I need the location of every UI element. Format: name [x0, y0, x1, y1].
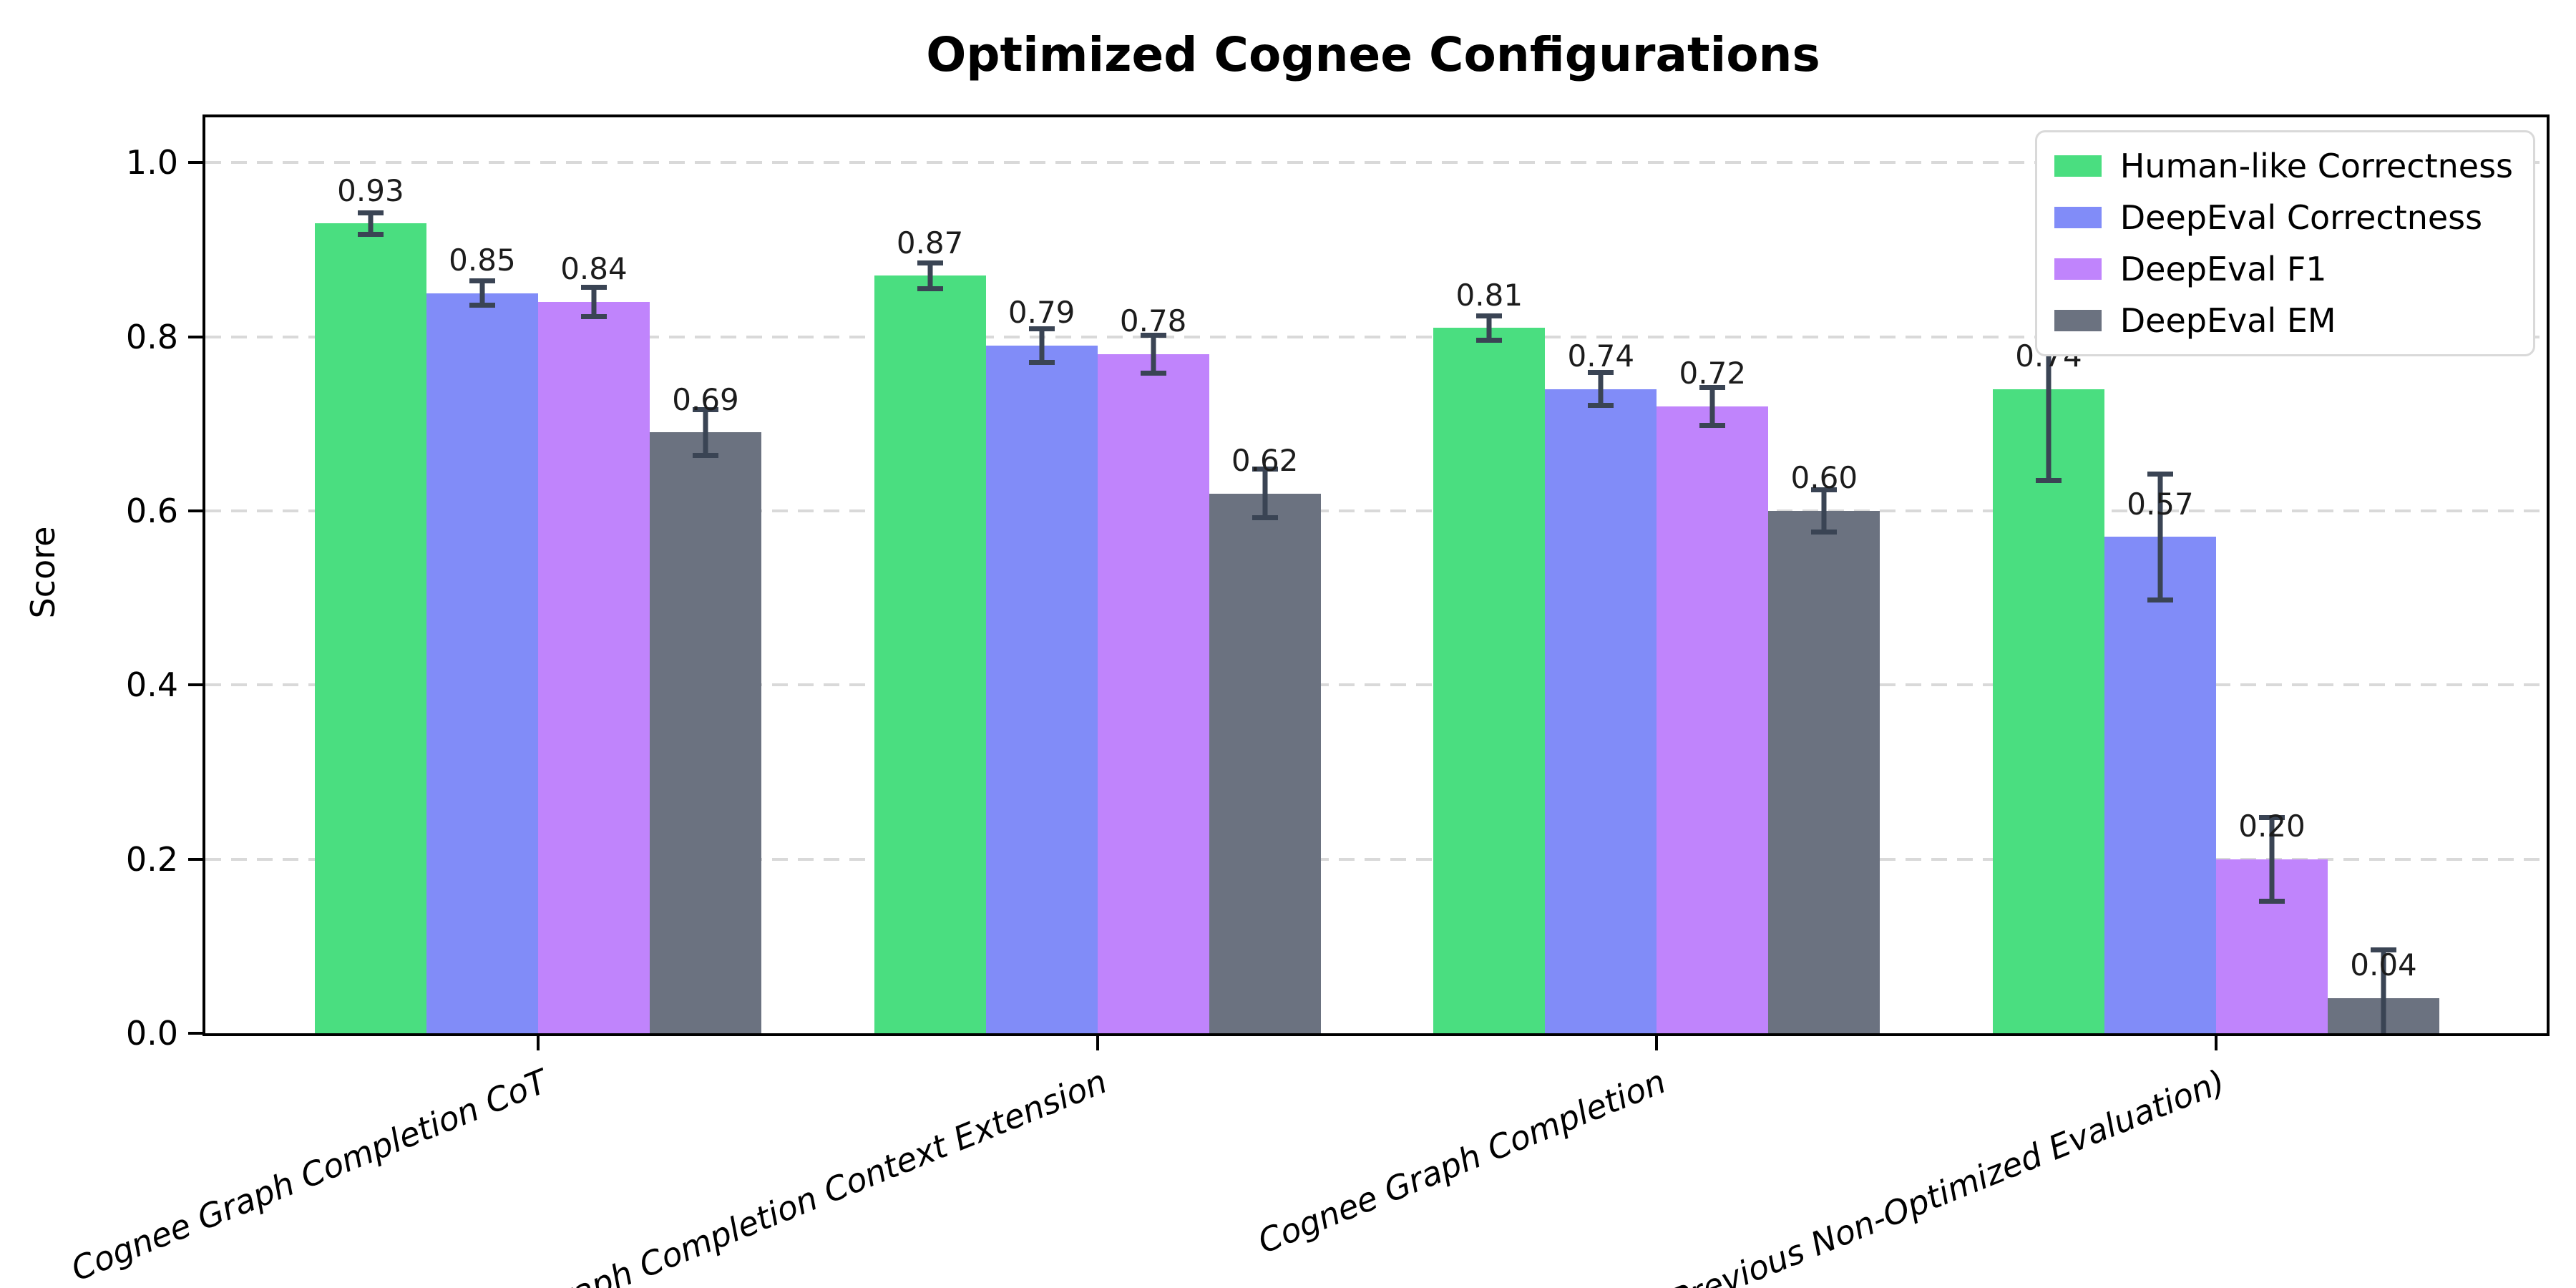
bar-value-label: 0.60 [1790, 460, 1858, 496]
bar-deepeval-f1 [537, 301, 650, 1033]
bar-deepeval-f1 [1657, 406, 1769, 1033]
error-bar [1811, 487, 1838, 535]
bar-value-label: 0.84 [560, 251, 628, 287]
bar-value-label: 0.74 [1567, 338, 1635, 374]
error-bar [2258, 814, 2285, 904]
error-bar [2147, 472, 2173, 602]
bar-value-label: 0.69 [672, 381, 739, 417]
bar-value-label: 0.87 [896, 225, 964, 260]
legend-item: DeepEval Correctness [2054, 198, 2513, 237]
gridline [205, 335, 2547, 338]
x-tick-mark [2214, 1036, 2218, 1050]
legend-swatch-icon [2054, 155, 2102, 177]
bar-value-label: 0.57 [2127, 486, 2194, 522]
y-tick-label: 0.6 [125, 491, 178, 530]
legend-swatch-icon [2054, 310, 2102, 331]
error-bar [357, 210, 384, 237]
x-tick-label: Cognee Graph Completion [1252, 1062, 1672, 1262]
x-tick-mark [1096, 1036, 1099, 1050]
bar-deepeval-correctness [1545, 389, 1657, 1033]
bar-deepeval-f1 [1097, 353, 1209, 1033]
gridline [205, 857, 2547, 861]
y-tick-label: 0.8 [125, 317, 178, 356]
bar-value-label: 0.79 [1008, 294, 1075, 330]
y-tick-label: 0.4 [125, 665, 178, 705]
error-bar [1588, 369, 1614, 409]
error-bar [1699, 384, 1726, 429]
plot-area: Human-like Correctness DeepEval Correctne… [66, 114, 2550, 1288]
legend-swatch-icon [2054, 258, 2102, 280]
bar-value-label: 0.04 [2350, 947, 2417, 983]
bar-value-label: 0.85 [449, 242, 516, 278]
chart-title: Optimized Cognee Configurations [926, 27, 1820, 82]
y-tick-mark [188, 509, 203, 512]
bar-human-like-correctness [1433, 328, 1546, 1033]
bar-deepeval-correctness [426, 293, 538, 1033]
bar-deepeval-correctness [985, 345, 1098, 1033]
bar-value-label: 0.78 [1119, 303, 1187, 339]
legend: Human-like Correctness DeepEval Correctne… [2034, 130, 2535, 356]
y-tick-mark [188, 1032, 203, 1035]
gridline [205, 683, 2547, 687]
y-tick-label: 0.0 [125, 1014, 178, 1053]
error-bar [692, 407, 718, 458]
legend-label: DeepEval F1 [2119, 250, 2327, 288]
bar-value-label: 0.62 [1231, 442, 1299, 478]
bar-value-label: 0.20 [2238, 808, 2306, 844]
y-axis-label-text: Score [24, 526, 62, 619]
legend-item: Human-like Correctness [2054, 147, 2513, 185]
error-bar [1028, 326, 1055, 365]
bar-deepeval-correctness [2104, 537, 2216, 1033]
x-tick-label: Cognee Graph Completion CoT [65, 1062, 553, 1288]
legend-label: DeepEval EM [2119, 301, 2336, 340]
bar-value-label: 0.81 [1455, 277, 1523, 313]
bar-value-label: 0.72 [1679, 356, 1747, 391]
bar-deepeval-em [649, 432, 761, 1033]
y-tick-label: 0.2 [125, 839, 178, 879]
bar-human-like-correctness [1992, 389, 2104, 1033]
x-tick-mark [536, 1036, 540, 1050]
error-bar [580, 284, 607, 320]
error-bar [469, 278, 495, 308]
y-tick-mark [188, 335, 203, 338]
legend-label: Human-like Correctness [2119, 147, 2513, 185]
error-bar [1140, 332, 1166, 376]
error-bar [2371, 947, 2396, 1033]
bar-deepeval-em [1768, 510, 1880, 1033]
error-bar [917, 260, 943, 292]
error-bar [1252, 466, 1278, 521]
y-tick-mark [188, 683, 203, 687]
gridline [205, 509, 2547, 512]
y-tick-mark [188, 857, 203, 861]
y-tick-mark [188, 161, 203, 165]
legend-swatch-icon [2054, 207, 2102, 228]
legend-item: DeepEval F1 [2054, 250, 2513, 288]
gridline [205, 161, 2547, 165]
bar-human-like-correctness [314, 223, 426, 1033]
error-bar [1476, 313, 1503, 343]
y-tick-label: 1.0 [125, 143, 178, 182]
legend-label: DeepEval Correctness [2119, 198, 2483, 237]
legend-item: DeepEval EM [2054, 301, 2513, 340]
bar-value-label: 0.93 [337, 172, 404, 208]
bar-deepeval-em [1209, 493, 1321, 1033]
bar-human-like-correctness [874, 275, 986, 1033]
x-tick-mark [1655, 1036, 1659, 1050]
